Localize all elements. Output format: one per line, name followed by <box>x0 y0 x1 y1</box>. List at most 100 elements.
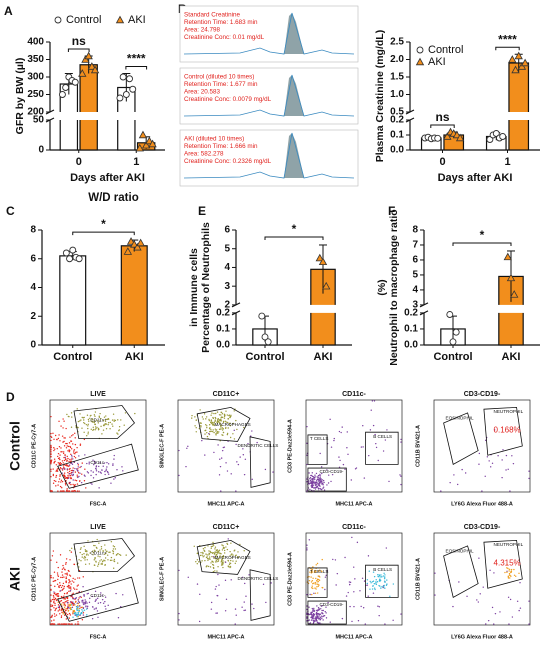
event-dot <box>110 556 113 559</box>
event-dot <box>59 490 62 492</box>
event-dot <box>80 596 82 598</box>
event-dot <box>322 486 325 488</box>
event-dot <box>74 578 76 580</box>
event-dot <box>326 484 328 486</box>
event-dot <box>60 590 62 592</box>
event-dot <box>76 483 79 485</box>
event-dot <box>84 475 86 477</box>
significance-label: **** <box>498 32 517 46</box>
event-dot <box>96 597 99 600</box>
significance-label: ns <box>435 110 449 124</box>
event-dot <box>84 555 86 558</box>
event-dot <box>63 595 65 597</box>
event-dot <box>83 595 85 597</box>
event-dot <box>62 567 65 569</box>
event-dot <box>400 438 402 441</box>
event-dot <box>68 464 71 466</box>
event-dot <box>310 612 312 614</box>
event-dot <box>71 623 73 625</box>
event-dot <box>70 454 73 457</box>
event-dot <box>68 587 70 589</box>
event-dot <box>97 563 100 566</box>
event-dot <box>308 539 310 541</box>
event-dot <box>79 613 82 616</box>
event-dot <box>222 566 224 569</box>
event-dot <box>100 417 102 420</box>
event-dot <box>90 470 92 472</box>
event-dot <box>112 463 114 465</box>
gate-percent: 4.315% <box>494 558 521 567</box>
event-dot <box>383 572 385 574</box>
event-dot <box>100 548 103 550</box>
event-dot <box>209 430 211 433</box>
data-point <box>78 69 87 77</box>
event-dot <box>74 467 76 470</box>
event-dot <box>58 607 61 609</box>
event-dot <box>312 476 315 478</box>
event-dot <box>68 584 70 587</box>
event-dot <box>50 436 53 439</box>
event-dot <box>70 551 73 553</box>
event-dot <box>57 484 59 486</box>
event-dot <box>67 474 69 477</box>
gate-label: EOSINOPHIL <box>446 549 475 554</box>
gate <box>57 576 139 622</box>
event-dot <box>69 587 71 589</box>
y-tick-label: 0.1 <box>404 324 418 335</box>
event-dot <box>65 563 67 565</box>
event-dot <box>64 573 66 575</box>
event-dot <box>320 605 323 607</box>
event-dot <box>323 481 325 484</box>
event-dot <box>315 577 317 580</box>
event-dot <box>225 426 227 429</box>
event-dot <box>353 605 355 608</box>
data-point <box>449 338 457 346</box>
event-dot <box>224 610 227 612</box>
event-dot <box>505 469 507 471</box>
event-dot <box>314 478 316 480</box>
event-dot <box>86 414 89 416</box>
event-dot <box>50 584 52 587</box>
event-dot <box>244 458 247 460</box>
event-dot <box>317 612 319 615</box>
event-dot <box>62 612 65 614</box>
event-dot <box>306 613 308 616</box>
event-dot <box>88 563 91 565</box>
event-dot <box>66 488 68 490</box>
legend-marker <box>115 15 125 24</box>
event-dot <box>72 597 74 600</box>
event-dot <box>211 545 214 548</box>
event-dot <box>64 477 67 479</box>
event-dot <box>218 414 221 416</box>
event-dot <box>92 471 94 473</box>
event-dot <box>71 463 74 465</box>
event-dot <box>216 612 218 614</box>
event-dot <box>117 553 119 555</box>
event-dot <box>102 550 104 553</box>
event-dot <box>57 601 59 604</box>
event-dot <box>66 413 68 416</box>
event-dot <box>231 557 233 559</box>
event-dot <box>378 574 381 576</box>
event-dot <box>334 559 337 561</box>
event-dot <box>86 602 88 604</box>
event-dot <box>73 581 75 583</box>
event-dot <box>65 561 67 564</box>
y-tick-label: 6 <box>412 255 418 266</box>
event-dot <box>210 414 212 416</box>
plot-title: CD3-CD19- <box>464 524 501 531</box>
event-dot <box>101 560 104 563</box>
event-dot <box>83 419 85 421</box>
gate-label: B CELLS <box>373 567 392 572</box>
event-dot <box>214 551 216 553</box>
event-dot <box>373 583 376 585</box>
event-dot <box>322 484 324 486</box>
event-dot <box>77 623 80 625</box>
event-dot <box>65 484 67 486</box>
event-dot <box>81 416 83 419</box>
event-dot <box>92 554 94 556</box>
data-point <box>123 247 133 255</box>
event-dot <box>206 425 208 427</box>
event-dot <box>59 554 62 556</box>
event-dot <box>319 616 322 618</box>
